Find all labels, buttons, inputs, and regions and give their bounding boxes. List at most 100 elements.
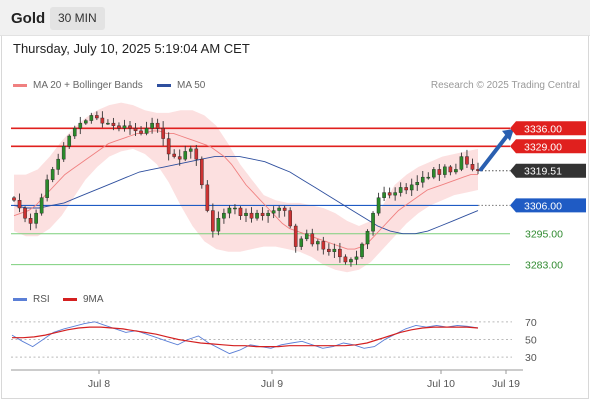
candle-body bbox=[398, 187, 403, 193]
candle bbox=[470, 158, 475, 172]
candle bbox=[238, 206, 243, 220]
candle-body bbox=[177, 156, 182, 160]
candle-body bbox=[128, 125, 132, 129]
candle-body bbox=[299, 238, 304, 247]
candle-body bbox=[354, 256, 359, 260]
candle bbox=[78, 116, 83, 135]
candle bbox=[205, 180, 210, 213]
candle bbox=[299, 236, 304, 250]
candle bbox=[354, 250, 359, 265]
candle-body bbox=[432, 169, 436, 178]
candle-body bbox=[244, 212, 248, 216]
candle-body bbox=[200, 158, 204, 186]
candle bbox=[293, 223, 298, 253]
candle-body bbox=[23, 207, 27, 219]
candle bbox=[12, 196, 16, 202]
candle bbox=[45, 174, 49, 202]
candle bbox=[277, 205, 281, 218]
candle-body bbox=[437, 169, 442, 175]
rsi-tick-label: 50 bbox=[525, 335, 537, 347]
candle bbox=[393, 187, 397, 201]
candle bbox=[133, 123, 138, 136]
candle bbox=[39, 193, 44, 216]
candle bbox=[222, 208, 226, 224]
candle bbox=[260, 207, 265, 221]
candle-body bbox=[310, 233, 315, 245]
candle-body bbox=[404, 187, 408, 191]
candle-body bbox=[332, 248, 337, 252]
rsi-9ma-line bbox=[12, 326, 479, 348]
candle-body bbox=[150, 122, 154, 129]
candle bbox=[28, 213, 33, 231]
candle bbox=[155, 118, 160, 133]
candle bbox=[17, 193, 22, 213]
timestamp: Thursday, July 10, 2025 5:19:04 AM CET bbox=[13, 41, 250, 56]
candle-body bbox=[393, 192, 397, 196]
candles bbox=[12, 111, 480, 267]
candle-body bbox=[106, 122, 110, 125]
candle-body bbox=[382, 192, 386, 198]
candle-body bbox=[288, 210, 292, 227]
last-label-tag bbox=[510, 163, 586, 178]
rsi-tick-label: 30 bbox=[525, 352, 537, 364]
candle bbox=[128, 121, 132, 135]
candle-body bbox=[111, 122, 116, 126]
candle-body bbox=[28, 218, 33, 224]
candle-body bbox=[459, 156, 464, 170]
pivot-label-tag bbox=[510, 198, 586, 213]
candle-body bbox=[155, 122, 160, 129]
candle bbox=[282, 205, 287, 217]
candle-body bbox=[133, 128, 138, 132]
candle-body bbox=[371, 212, 375, 232]
candle-body bbox=[277, 207, 281, 211]
candle bbox=[161, 121, 165, 146]
candle-body bbox=[238, 207, 243, 216]
forecast-arrow-shaft bbox=[479, 133, 509, 172]
candle-body bbox=[470, 164, 475, 170]
candle bbox=[84, 119, 88, 125]
candle-body bbox=[45, 179, 49, 198]
candle bbox=[327, 243, 331, 256]
interval-button[interactable]: 30 MIN bbox=[50, 7, 105, 30]
candle-body bbox=[343, 256, 348, 263]
last-label: 3319.51 bbox=[524, 166, 562, 178]
candle bbox=[122, 119, 127, 132]
candle-body bbox=[260, 212, 265, 216]
candle-body bbox=[349, 259, 353, 263]
ma9-label: 9MA bbox=[83, 294, 104, 305]
candle-body bbox=[216, 218, 221, 232]
resistance-label: 3329.00 bbox=[524, 141, 562, 153]
candle bbox=[172, 149, 176, 159]
candle-body bbox=[266, 212, 270, 216]
candle-body bbox=[17, 200, 22, 209]
candle-body bbox=[387, 192, 392, 196]
candle-body bbox=[222, 212, 226, 219]
candle bbox=[50, 166, 55, 183]
candle bbox=[200, 156, 204, 189]
candle bbox=[448, 165, 453, 176]
candle bbox=[382, 186, 386, 202]
candle-body bbox=[144, 128, 149, 134]
ma50-line bbox=[13, 156, 479, 235]
candle bbox=[271, 206, 276, 219]
chart-header: Gold 30 MIN bbox=[0, 0, 590, 36]
candle-body bbox=[233, 207, 237, 210]
ma9-swatch bbox=[63, 298, 77, 301]
candle bbox=[95, 111, 99, 121]
candle bbox=[398, 182, 403, 197]
candle bbox=[387, 187, 392, 199]
candle bbox=[443, 164, 447, 178]
candle bbox=[338, 242, 342, 263]
candle-body bbox=[122, 125, 127, 129]
candle bbox=[249, 207, 254, 223]
bollinger-band bbox=[14, 102, 478, 273]
candle bbox=[266, 209, 270, 223]
candle-body bbox=[376, 197, 381, 214]
candle-body bbox=[139, 130, 143, 134]
candle bbox=[321, 236, 326, 255]
candle bbox=[211, 203, 215, 238]
ma50-label: MA 50 bbox=[177, 80, 206, 91]
candle-body bbox=[89, 115, 94, 121]
candle-body bbox=[227, 207, 232, 214]
